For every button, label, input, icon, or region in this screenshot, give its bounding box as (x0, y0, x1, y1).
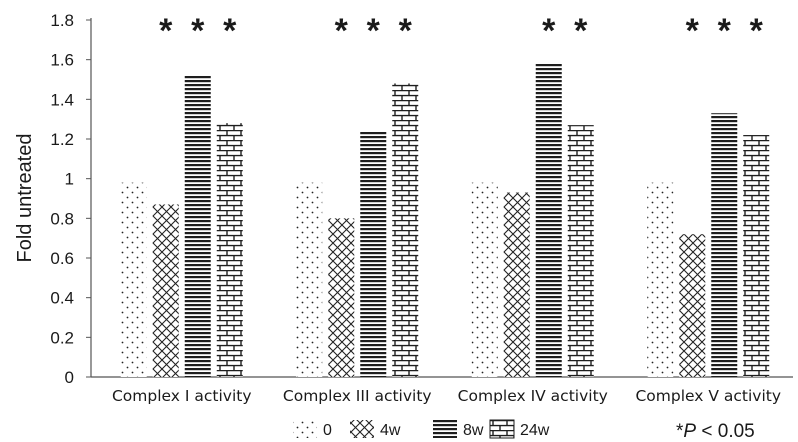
y-tick-label: 1.4 (50, 90, 74, 109)
y-tick-label: 0.8 (50, 209, 74, 228)
note-rest: < 0.05 (696, 421, 755, 442)
significance-star: * (750, 12, 764, 50)
note-p: P (683, 421, 696, 442)
significance-star: * (223, 12, 237, 50)
bar-4w-3 (503, 192, 530, 377)
legend-swatch-8w (433, 420, 457, 438)
bars (120, 63, 770, 378)
bar-0-1 (120, 182, 147, 377)
significance-star: * (399, 12, 413, 50)
y-tick-label: 0.2 (50, 328, 74, 347)
bar-8w-1 (184, 75, 211, 378)
significance-star: * (335, 12, 349, 50)
x-category-label: Complex III activity (283, 387, 432, 405)
x-category-label: Complex I activity (112, 387, 252, 405)
bar-0-3 (471, 182, 498, 377)
legend-label: 8w (463, 422, 484, 439)
bar-24w-4 (743, 135, 770, 377)
legend: 0 4w 8w 24w (293, 419, 550, 439)
significance-star: * (686, 12, 700, 50)
bar-8w-2 (360, 131, 387, 377)
significance-star: * (574, 12, 588, 50)
legend-swatch-0 (293, 420, 317, 438)
bar-24w-3 (567, 125, 594, 377)
legend-label: 0 (323, 422, 332, 439)
legend-label: 4w (380, 422, 401, 439)
y-tick-label: 0.6 (50, 249, 74, 268)
bar-4w-4 (679, 234, 706, 377)
significance-star: * (191, 12, 205, 50)
y-tick-label: 1.2 (50, 130, 74, 149)
significance-star: * (367, 12, 381, 50)
significance-markers: * * * * * * * * * * * (159, 12, 764, 50)
bar-4w-2 (328, 218, 355, 377)
y-tick-label: 0 (65, 368, 74, 387)
bar-0-4 (647, 182, 674, 377)
legend-swatch-4w (350, 420, 374, 438)
y-tick-label: 1.8 (50, 11, 74, 30)
legend-label: 24w (520, 422, 550, 439)
y-tick-label: 0.4 (50, 289, 74, 308)
bar-8w-3 (535, 63, 562, 378)
axis-labels: 0 0.2 0.4 0.6 0.8 1 1.2 1.4 1.6 1.8 Complex I acti… (50, 11, 781, 405)
bar-4w-1 (152, 204, 179, 377)
y-tick-label: 1.6 (50, 51, 74, 70)
significance-star: * (542, 12, 556, 50)
significance-star: * (159, 12, 173, 50)
x-category-label: Complex V activity (635, 387, 781, 405)
bar-0-2 (296, 182, 323, 377)
bar-24w-1 (216, 123, 243, 377)
bar-8w-4 (711, 113, 738, 377)
y-axis-label: Fold untreated (14, 134, 36, 263)
bar-24w-2 (392, 83, 419, 377)
note-prefix: * (676, 421, 684, 442)
x-category-label: Complex IV activity (458, 387, 608, 405)
y-tick-label: 1 (65, 170, 74, 189)
significance-star: * (718, 12, 732, 50)
significance-note: *P < 0.05 (676, 421, 755, 442)
legend-swatch-24w (489, 419, 515, 439)
